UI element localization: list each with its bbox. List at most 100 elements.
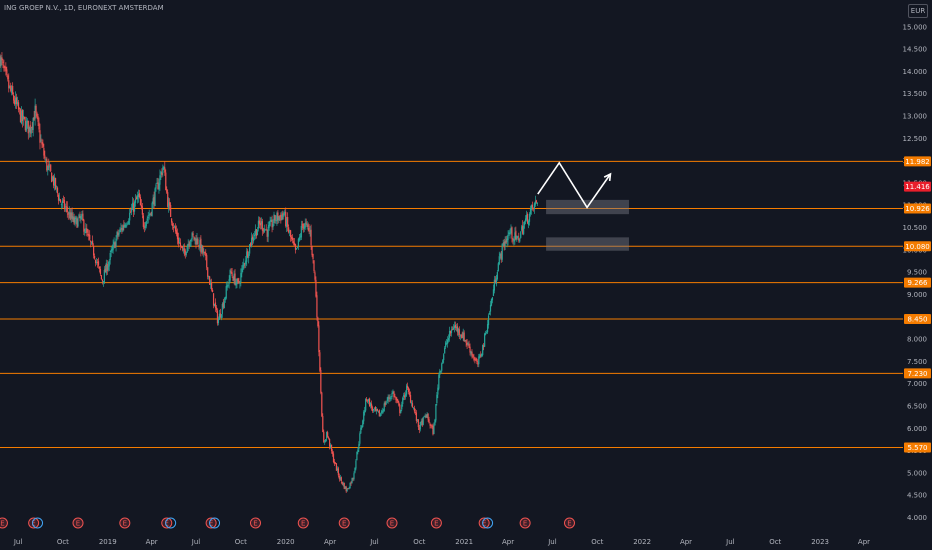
candle-body: [172, 226, 175, 229]
candle-body: [414, 412, 417, 413]
candle-body: [333, 461, 336, 464]
candle-body: [162, 167, 164, 174]
candle-body: [158, 183, 160, 190]
candle-body: [497, 263, 499, 271]
candle-body: [329, 444, 332, 448]
candle-body: [154, 188, 156, 207]
time-tick-label: 2023: [811, 538, 829, 546]
candle-body: [126, 224, 128, 226]
candle-body: [280, 214, 282, 221]
candle-body: [222, 303, 224, 308]
candle-body: [52, 177, 54, 181]
candle-body: [338, 475, 340, 480]
candle-body: [150, 212, 152, 215]
candle-body: [377, 410, 379, 412]
candle-body: [84, 232, 86, 233]
candle-body: [42, 142, 44, 147]
candle-body: [261, 221, 263, 231]
candle-body: [35, 105, 37, 113]
candle-body: [530, 205, 533, 210]
level-badge: [904, 368, 931, 379]
candle-body: [85, 228, 87, 233]
candle-body: [131, 208, 133, 212]
candle-body: [220, 314, 222, 319]
candle-body: [509, 232, 511, 234]
earnings-icon-glyph: E: [0, 520, 4, 528]
candle-body: [120, 228, 122, 230]
candle-body: [225, 286, 227, 299]
candle-body: [192, 233, 194, 236]
candle-body: [484, 333, 486, 347]
time-tick-label: Jul: [191, 538, 201, 546]
candle-body: [82, 213, 84, 221]
dividend-icon: [32, 517, 44, 529]
candle-body: [86, 228, 88, 233]
candle-body: [203, 251, 205, 253]
candle-body: [355, 460, 357, 469]
candle-body: [440, 370, 442, 372]
candle-body: [34, 105, 36, 119]
candle-body: [500, 254, 502, 259]
candle-body: [252, 237, 255, 242]
candle-body: [231, 272, 233, 277]
price-tick-label: 12.500: [903, 135, 928, 143]
candle-body: [256, 229, 259, 236]
candle-body: [141, 206, 143, 215]
candle-body: [264, 229, 266, 231]
candle-body: [499, 253, 501, 256]
candle-body: [138, 193, 141, 198]
candle-body: [327, 432, 329, 437]
candle-body: [14, 100, 16, 105]
candle-body: [88, 234, 90, 237]
candle-body: [447, 337, 450, 341]
candle-body: [302, 223, 304, 229]
candle-body: [207, 267, 209, 277]
time-axis[interactable]: Jul Oct 2019 Apr Jul Oct 2020 Apr Jul Oct 2021 Apr J…: [13, 538, 870, 546]
candle-body: [312, 253, 314, 259]
candle-body: [71, 212, 73, 219]
candle-body: [375, 409, 378, 411]
candle-body: [268, 224, 270, 228]
candle-body: [481, 353, 483, 357]
candle-body: [59, 199, 62, 203]
candle-body: [200, 238, 202, 253]
candle-body: [250, 237, 253, 247]
candle-body: [343, 483, 345, 489]
time-tick-label: 2022: [633, 538, 651, 546]
projection-line: [537, 161, 612, 209]
candle-body: [28, 126, 30, 132]
earnings-icon-glyph: E: [253, 520, 257, 528]
candle-body: [306, 223, 308, 225]
candle-body: [165, 172, 167, 191]
candle-body: [58, 198, 61, 201]
candle-body: [319, 352, 321, 371]
candle-body: [210, 283, 212, 285]
candle-body: [417, 419, 419, 428]
candle-body: [480, 354, 482, 356]
candle-body: [241, 268, 243, 274]
candle-body: [434, 419, 436, 426]
candle-body: [124, 224, 126, 228]
currency-button[interactable]: EUR: [908, 4, 928, 18]
earnings-icon-glyph: E: [31, 520, 35, 528]
candle-body: [61, 200, 64, 204]
candle-body: [455, 326, 457, 329]
candle-body: [468, 343, 470, 348]
level-badge: [904, 277, 931, 288]
candle-body: [460, 335, 462, 336]
candle-body: [489, 304, 492, 312]
candle-body: [321, 392, 323, 417]
candle-body: [314, 272, 316, 280]
earnings-icon-glyph: E: [482, 520, 486, 528]
candle-body: [236, 278, 238, 284]
candle-body: [473, 357, 475, 360]
candle-body: [108, 260, 110, 267]
candle-body: [167, 192, 169, 207]
candle-body: [107, 265, 109, 270]
candle-body: [386, 400, 388, 402]
candle-body: [488, 312, 491, 315]
price-tick-label: 6.000: [907, 425, 927, 433]
candle-body: [145, 221, 147, 227]
